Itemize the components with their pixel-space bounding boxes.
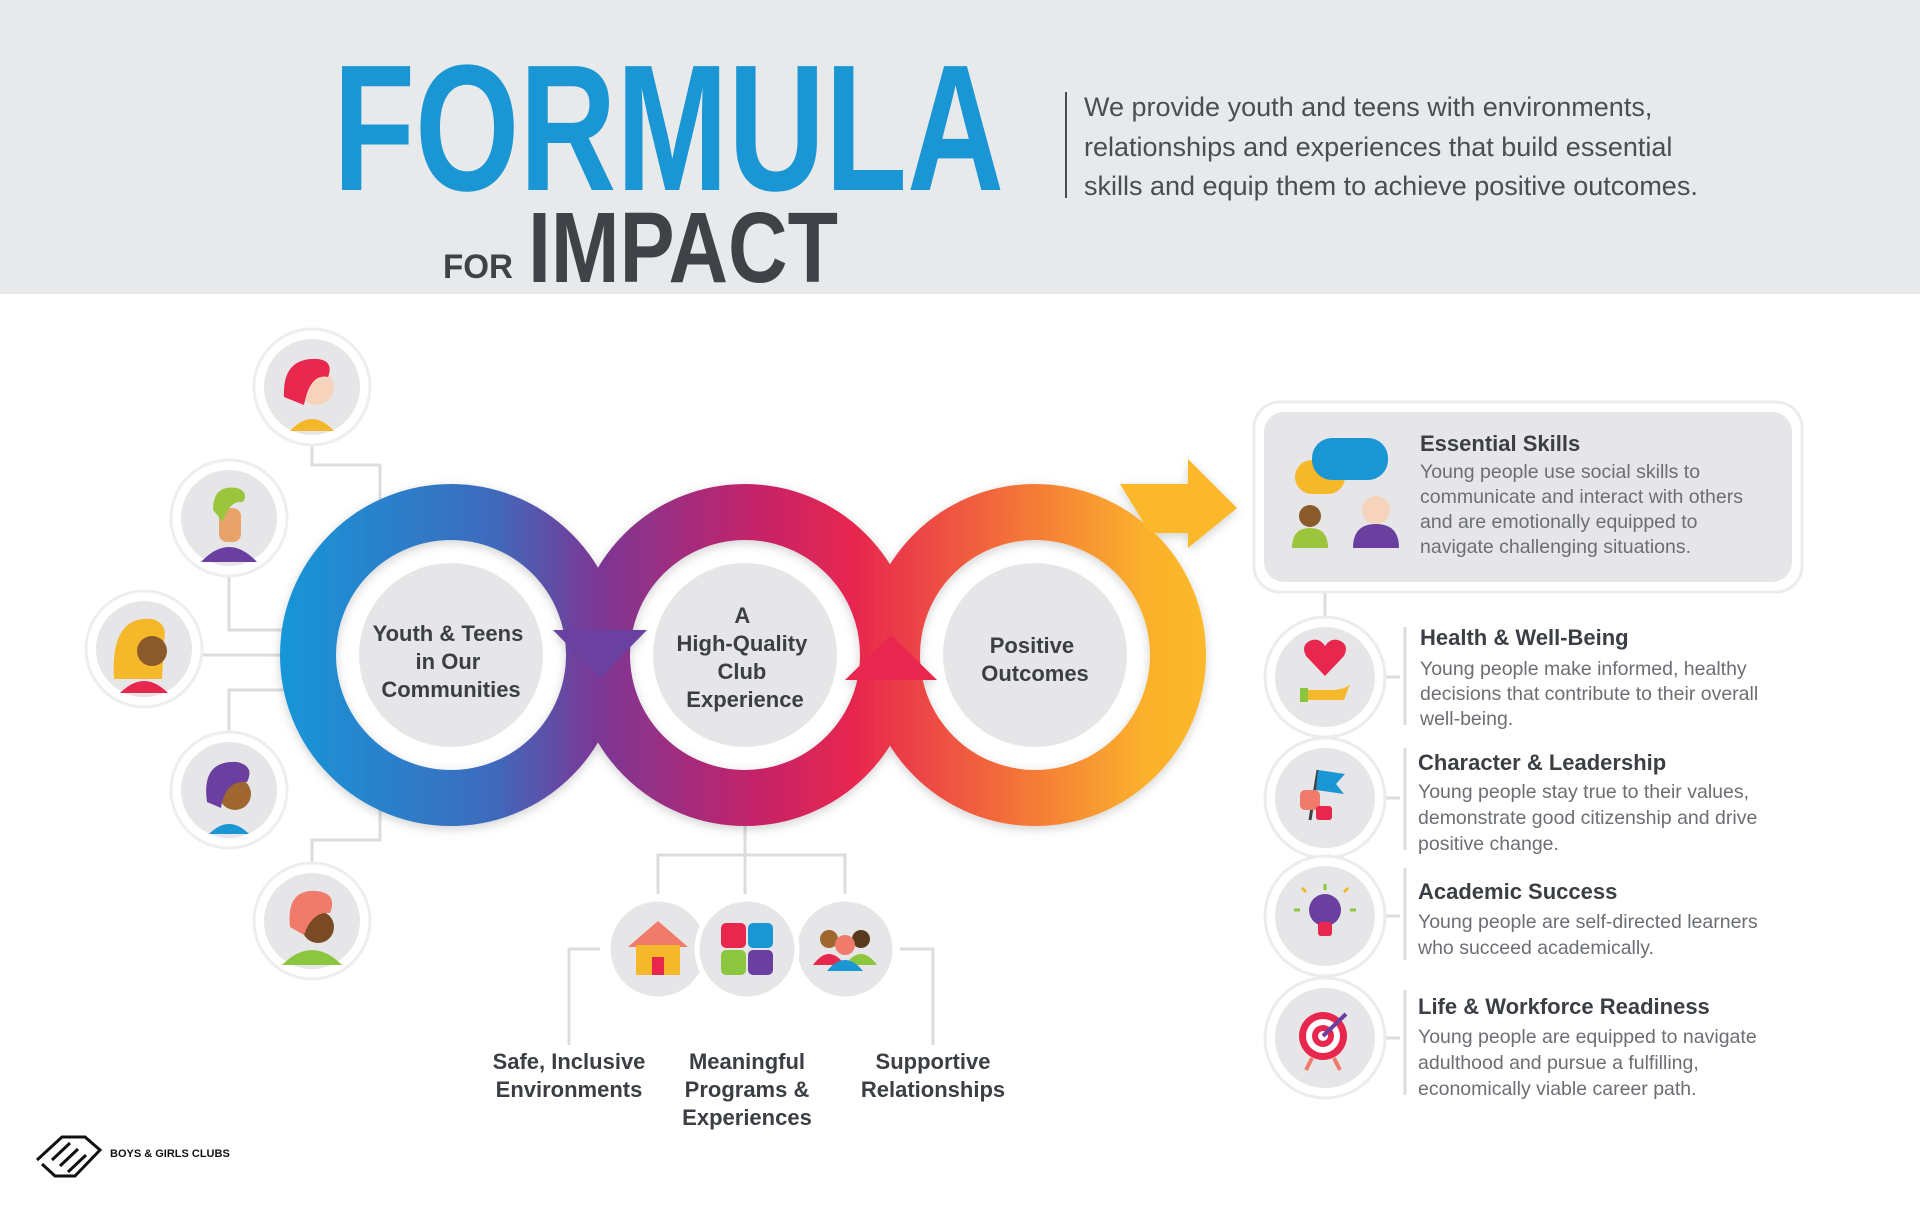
outcome-title: Essential Skills xyxy=(1420,431,1580,456)
title-formula: FORMULA xyxy=(333,28,1004,229)
logo-text: BOYS & GIRLS CLUBS xyxy=(110,1148,230,1160)
pillar-label-safe: Safe, Inclusive Environments xyxy=(493,1049,646,1102)
speech-bubbles-people-icon xyxy=(1292,438,1399,548)
pillar-icons xyxy=(600,894,900,1004)
avatar-coral-hair-icon xyxy=(252,861,372,981)
title-impact: IMPACT xyxy=(528,192,838,304)
outcome-desc: Young people stay true to their values, d… xyxy=(1418,781,1757,855)
ring-centers xyxy=(351,555,1135,755)
ring-label-outcomes: Positive Outcomes xyxy=(981,633,1089,686)
target-icon xyxy=(1299,1012,1348,1071)
pillar-label-programs: Meaningful Programs & Experiences xyxy=(682,1049,812,1130)
avatar-red-hair-icon xyxy=(252,327,372,447)
down-arrow-icon xyxy=(553,630,647,678)
heart-hand-icon xyxy=(1300,639,1350,702)
formula-for-impact-logo: FORMULA FOR IMPACT xyxy=(333,28,1004,304)
group-icon xyxy=(813,930,877,971)
outcome-title: Life & Workforce Readiness xyxy=(1418,994,1710,1019)
lightbulb-icon xyxy=(1294,884,1356,936)
avatar-blonde-hair-icon xyxy=(84,589,204,709)
ring-label-club: A High-Quality Club Experience xyxy=(677,603,814,712)
puzzle-icon xyxy=(721,923,773,975)
avatars xyxy=(84,327,372,981)
outcome-title: Academic Success xyxy=(1418,879,1617,904)
outcome-health: Health & Well-Being Young people make in… xyxy=(1263,615,1758,739)
outcome-life-workforce: Life & Workforce Readiness Young people … xyxy=(1263,976,1757,1100)
outcome-desc: Young people make informed, healthy decis… xyxy=(1419,658,1758,730)
flag-hand-icon xyxy=(1300,769,1345,821)
ring-label-youth: Youth & Teens in Our Communities xyxy=(373,621,530,702)
outcome-desc: Young people are self-directed learners w… xyxy=(1417,911,1758,959)
house-icon xyxy=(628,921,688,975)
outcome-essential-skills: Essential Skills Young people use social… xyxy=(1252,400,1804,594)
outcome-academic: Academic Success Young people are self-d… xyxy=(1263,854,1758,978)
outcome-title: Character & Leadership xyxy=(1418,750,1666,775)
boys-girls-clubs-logo: BOYS & GIRLS CLUBS xyxy=(35,1135,230,1178)
avatar-green-hair-icon xyxy=(169,458,289,578)
pillar-labels: Safe, Inclusive Environments Meaningful Pr… xyxy=(493,1049,1006,1130)
outcome-arrow-icon xyxy=(1120,459,1237,548)
cycle-rings xyxy=(280,459,1237,826)
avatar-purple-hair-icon xyxy=(169,730,289,850)
hands-logo-icon xyxy=(35,1135,103,1178)
header-band xyxy=(0,0,1920,294)
outcome-desc: Young people use social skills to communi… xyxy=(1420,461,1743,558)
outcome-desc: Young people are equipped to navigate adu… xyxy=(1418,1026,1757,1100)
title-for: FOR xyxy=(443,248,513,286)
outcome-title: Health & Well-Being xyxy=(1420,625,1629,650)
outcome-character: Character & Leadership Young people stay… xyxy=(1263,736,1757,860)
pillar-label-relationships: Supportive Relationships xyxy=(861,1049,1005,1102)
connector-lines xyxy=(199,442,1407,1095)
up-arrow-icon xyxy=(845,635,937,680)
tagline: We provide youth and teens with environm… xyxy=(1084,92,1698,201)
